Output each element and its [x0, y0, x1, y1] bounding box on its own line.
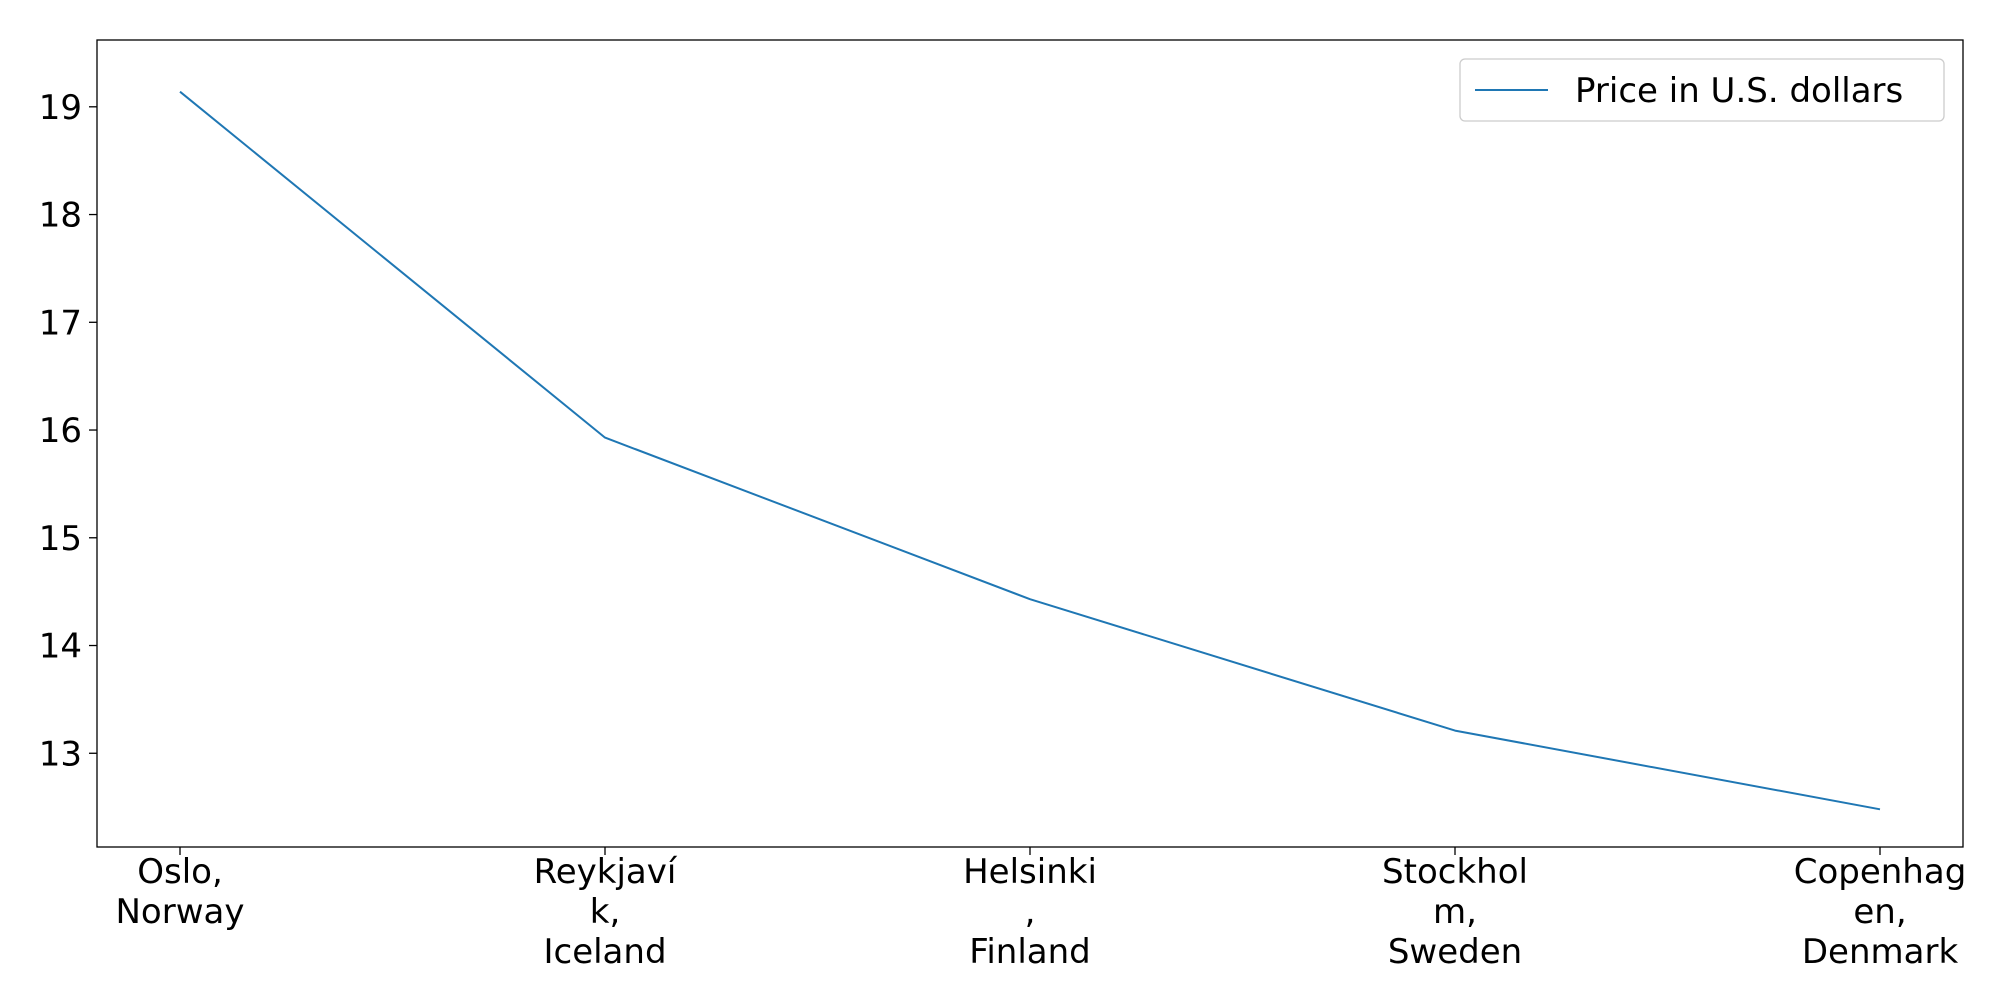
series-layer	[179, 90, 1881, 811]
series-line	[179, 90, 1881, 811]
x-tick-label: Copenhag en, Denmark	[1794, 852, 1967, 972]
x-tick-label: Helsinki, Finland	[963, 852, 1097, 972]
legend-label: Price in U.S. dollars	[1575, 71, 1903, 111]
y-tick-label: 19	[39, 88, 82, 128]
y-tick-label: 17	[39, 303, 82, 343]
x-tick-label: Stockhol m, Sweden	[1382, 852, 1528, 972]
y-tick-label: 13	[39, 734, 82, 774]
legend-box	[1459, 58, 1945, 122]
y-axis: 13 14 15 16 17 18 19	[39, 88, 97, 774]
x-axis: Oslo, Norway Reykjaví k, Iceland Helsinki, Fin…	[116, 847, 1967, 972]
x-tick-label: Oslo, Norway	[116, 852, 245, 932]
y-tick-label: 18	[39, 196, 82, 236]
x-tick-label: Reykjaví k, Iceland	[534, 852, 678, 972]
legend: Price in U.S. dollars	[1459, 58, 1945, 122]
plot-area-frame	[96, 39, 1964, 848]
y-tick-label: 16	[39, 411, 82, 451]
y-tick-label: 14	[39, 627, 82, 667]
y-tick-label: 15	[39, 519, 82, 559]
